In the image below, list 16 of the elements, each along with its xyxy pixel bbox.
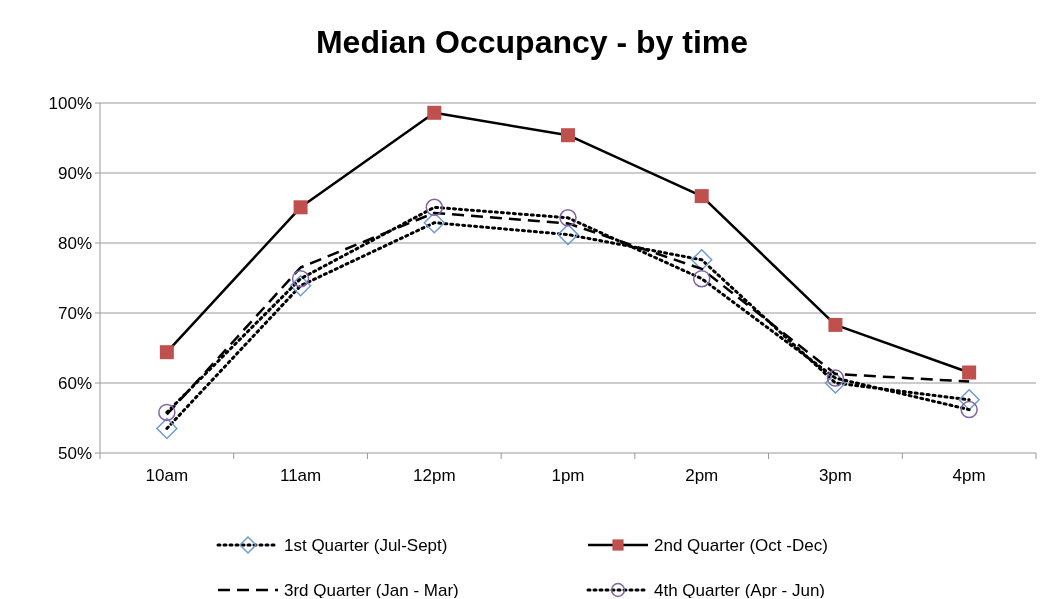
x-tick-label: 1pm xyxy=(551,466,585,485)
y-tick-label: 100% xyxy=(48,93,92,113)
x-tick-label: 2pm xyxy=(685,466,719,485)
chart-title: Median Occupancy - by time xyxy=(315,24,749,60)
x-tick-label: 11am xyxy=(279,466,322,485)
y-tick-label: 70% xyxy=(57,303,92,323)
y-tick-label: 50% xyxy=(57,443,92,463)
x-tick-label: 3pm xyxy=(818,466,852,485)
x-tick-label: 4pm xyxy=(952,466,986,485)
y-tick-label: 60% xyxy=(57,373,92,393)
legend-label: 1st Quarter (Jul-Sept) xyxy=(284,535,448,555)
x-tick-label: 12pm xyxy=(413,466,456,485)
legend-label: 2nd Quarter (Oct -Dec) xyxy=(654,535,828,555)
y-tick-label: 80% xyxy=(57,233,92,253)
x-tick-label: 10am xyxy=(145,466,189,485)
y-tick-label: 90% xyxy=(57,163,92,183)
